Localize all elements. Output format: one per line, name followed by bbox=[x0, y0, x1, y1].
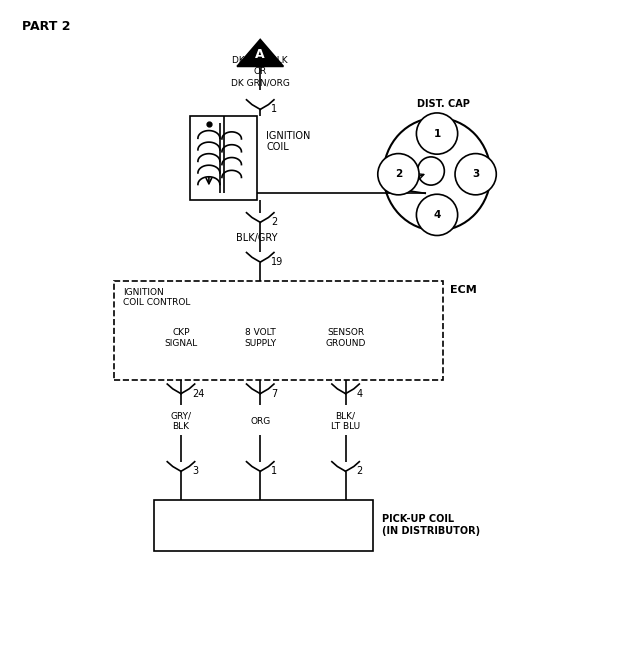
Text: 24: 24 bbox=[192, 389, 205, 398]
Text: BLK/GRY: BLK/GRY bbox=[236, 233, 277, 243]
Text: 3: 3 bbox=[192, 466, 198, 476]
Text: SENSOR
GROUND: SENSOR GROUND bbox=[326, 328, 366, 348]
Bar bbox=[190, 116, 257, 200]
Text: GRY/
BLK: GRY/ BLK bbox=[171, 411, 192, 431]
Text: 2: 2 bbox=[395, 169, 402, 179]
Text: DK GRN/BLK
OR
DK GRN/ORG: DK GRN/BLK OR DK GRN/ORG bbox=[231, 56, 290, 87]
Text: 1: 1 bbox=[271, 466, 277, 476]
Bar bbox=[153, 500, 373, 551]
Bar bbox=[114, 281, 443, 380]
Text: ECM: ECM bbox=[451, 285, 477, 294]
Text: A: A bbox=[255, 48, 265, 61]
Polygon shape bbox=[237, 40, 284, 66]
Text: 4: 4 bbox=[433, 210, 441, 220]
Text: 4: 4 bbox=[357, 389, 363, 398]
Text: 3: 3 bbox=[472, 169, 480, 179]
Text: PART 2: PART 2 bbox=[22, 20, 71, 33]
Text: CKP
SIGNAL: CKP SIGNAL bbox=[164, 328, 198, 348]
Text: PICK-UP COIL
(IN DISTRIBUTOR): PICK-UP COIL (IN DISTRIBUTOR) bbox=[382, 514, 480, 536]
Text: DIST. CAP: DIST. CAP bbox=[417, 99, 470, 109]
Text: IGNITION
COIL CONTROL: IGNITION COIL CONTROL bbox=[123, 288, 190, 307]
Text: 7: 7 bbox=[271, 389, 277, 398]
Text: 8 VOLT
SUPPLY: 8 VOLT SUPPLY bbox=[244, 328, 276, 348]
Text: easyautodiagnostics.com: easyautodiagnostics.com bbox=[247, 319, 371, 329]
Text: ORG: ORG bbox=[250, 417, 270, 426]
Text: 2: 2 bbox=[271, 217, 277, 228]
Text: 1: 1 bbox=[271, 105, 277, 114]
Text: 2: 2 bbox=[357, 466, 363, 476]
Text: IGNITION
COIL: IGNITION COIL bbox=[266, 131, 311, 152]
Text: BLK/
LT BLU: BLK/ LT BLU bbox=[331, 411, 360, 431]
Text: 1: 1 bbox=[433, 129, 441, 138]
Text: 19: 19 bbox=[271, 257, 284, 267]
